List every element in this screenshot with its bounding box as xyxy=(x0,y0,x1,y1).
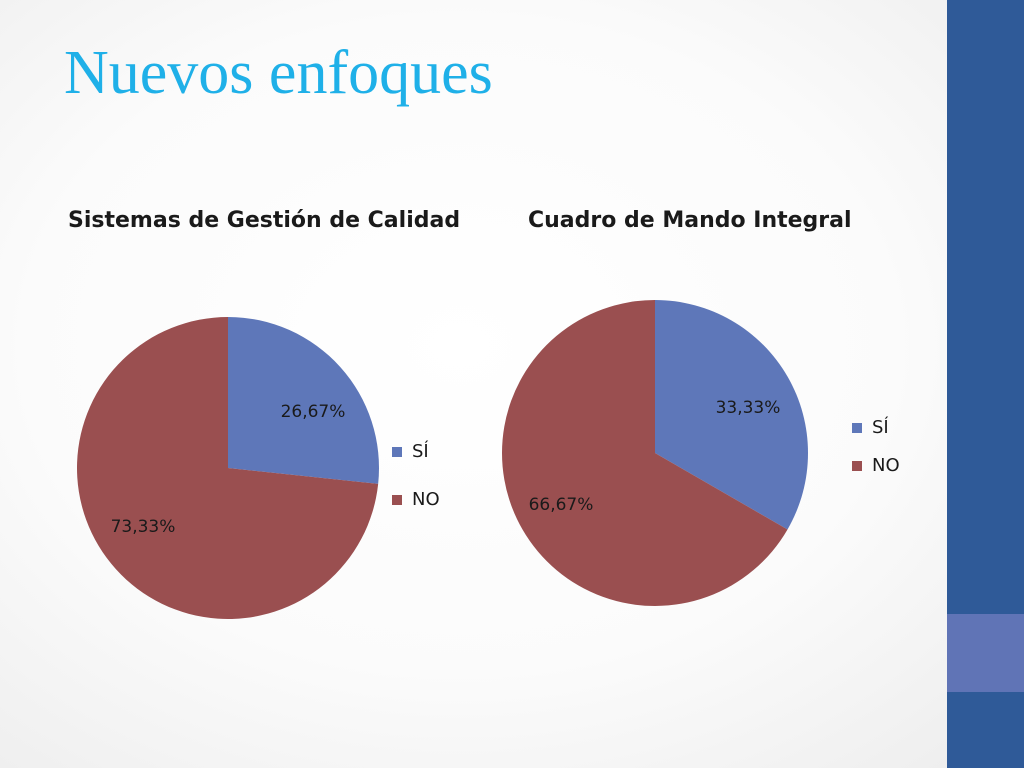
legend-swatch-sgc-si xyxy=(392,447,402,457)
legend-label-cmi-no: NO xyxy=(872,455,900,476)
pie-slice-cmi-no xyxy=(502,300,788,606)
legend-swatch-cmi-no xyxy=(852,461,862,471)
side-bar-accent xyxy=(947,614,1024,692)
data-label-sgc-no: 73,33% xyxy=(111,517,176,537)
legend-label-cmi-si: SÍ xyxy=(872,416,889,438)
legend-swatch-cmi-si xyxy=(852,423,862,433)
legend-label-sgc-no: NO xyxy=(412,489,440,510)
data-label-cmi-si: 33,33% xyxy=(716,398,781,418)
pie-slice-sgc-no xyxy=(76,317,379,620)
pie-slice-sgc-si xyxy=(228,317,379,484)
slide-title: Nuevos enfoques xyxy=(64,39,493,107)
data-label-cmi-no: 66,67% xyxy=(529,495,594,515)
legend-swatch-sgc-no xyxy=(392,495,402,505)
legend-label-sgc-si: SÍ xyxy=(412,440,429,462)
chart-title-cmi: Cuadro de Mando Integral xyxy=(528,208,852,233)
pie-slice-cmi-si xyxy=(655,300,808,530)
chart-title-sgc: Sistemas de Gestión de Calidad xyxy=(68,208,461,233)
data-label-sgc-si: 26,67% xyxy=(281,402,346,422)
